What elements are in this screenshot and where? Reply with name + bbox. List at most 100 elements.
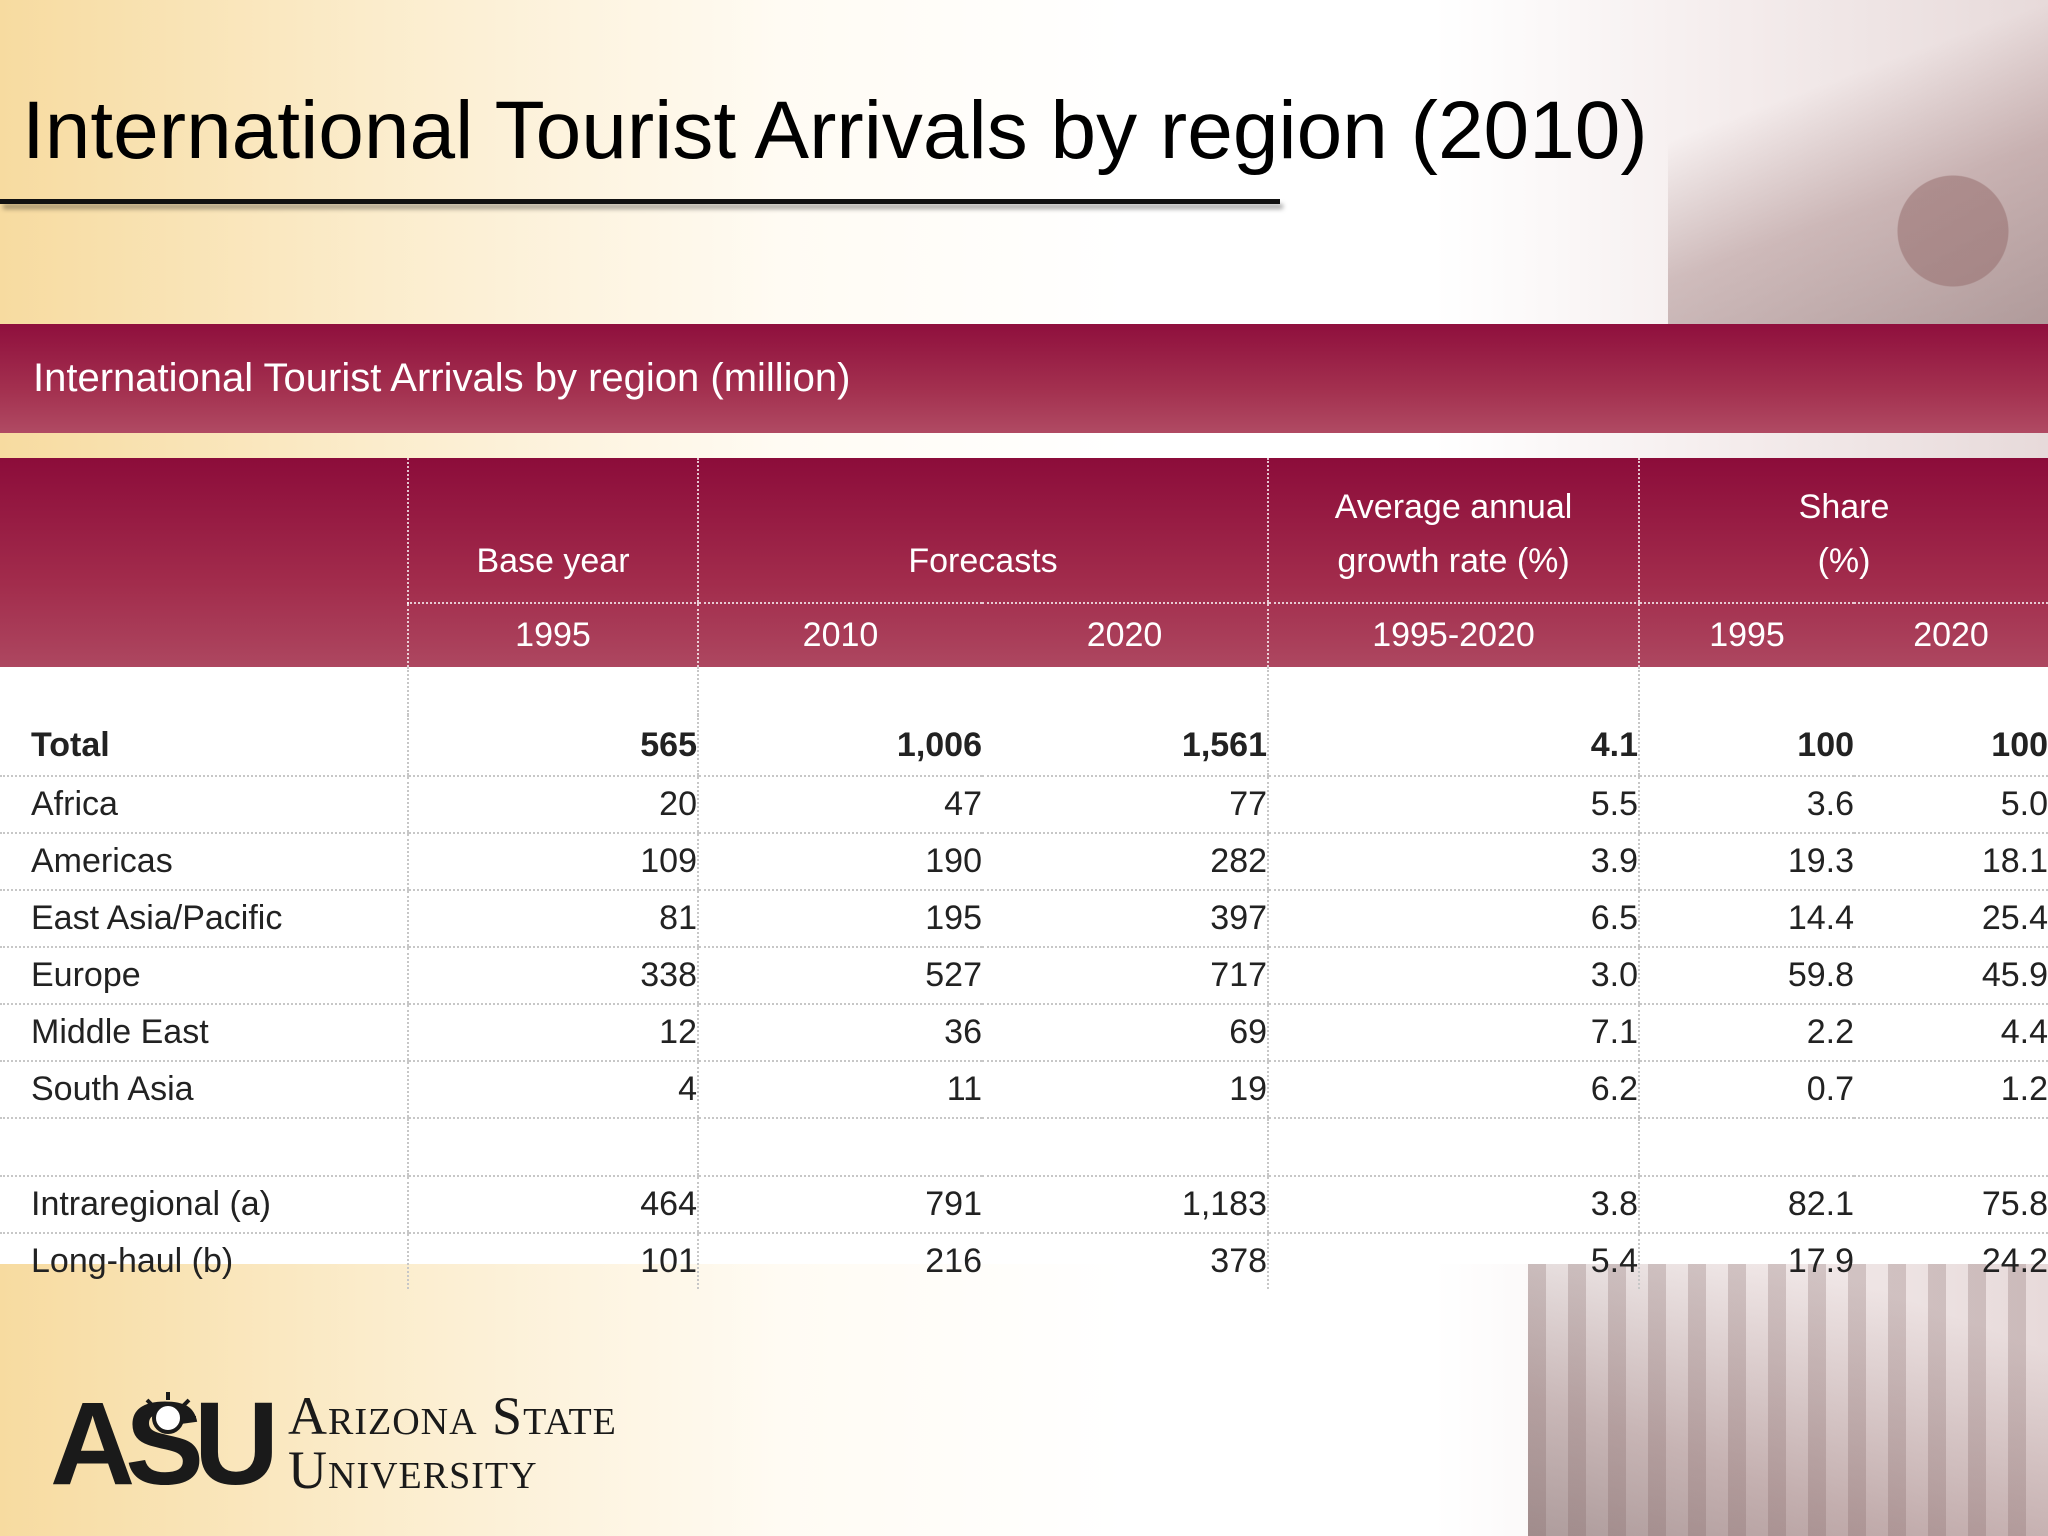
cell-2020: 378: [1210, 1242, 1268, 1280]
header-growth-line1: Average annual: [1334, 488, 1573, 526]
table-row: Europe 338 527 717 3.0 59.8 45.9: [0, 947, 2048, 1005]
cell-2020: 69: [982, 1004, 1269, 1062]
cell-growth: 5.4: [1267, 1233, 1640, 1289]
cell-share-1995: 17.9: [1638, 1233, 1855, 1289]
cell-share-2020: 24.2: [1981, 1242, 2048, 1280]
cell-share-1995: 2.2: [1638, 1004, 1855, 1062]
row-label: South Asia: [0, 1061, 408, 1119]
cell-2010: 791: [697, 1176, 982, 1234]
asu-logo: ASU Arizona State University: [50, 1388, 617, 1498]
header-growth-line2: growth rate (%): [1337, 542, 1570, 580]
cell-share-1995: 100: [1638, 715, 1855, 777]
header-share-line2: (%): [1817, 542, 1871, 580]
row-label: Total: [0, 715, 408, 777]
cell-2020: 717: [982, 947, 1269, 1005]
subheader-share-2020: 2020: [1913, 616, 1989, 654]
cell-share-2020: 45.9: [1854, 947, 2048, 1005]
asu-wordmark-line2: University: [288, 1440, 538, 1500]
table-header: Base year Forecasts Average annual growth…: [0, 458, 2048, 667]
table-row: Intraregional (a) 464 791 1,183 3.8 82.1…: [0, 1176, 2048, 1234]
cell-growth: 7.1: [1267, 1004, 1640, 1062]
cell-1995: 81: [407, 890, 698, 948]
cell-share-2020: 5.0: [1854, 776, 2048, 834]
cell-growth: 3.8: [1267, 1176, 1640, 1234]
subheader-2020: 2020: [1086, 616, 1163, 654]
header-corner-sub: [0, 603, 408, 667]
cell-share-2020: 1.2: [1854, 1061, 2048, 1119]
cell-growth: 6.2: [1267, 1061, 1640, 1119]
table-caption: International Tourist Arrivals by region…: [33, 356, 851, 400]
table-row: South Asia 4 11 19 6.2 0.7 1.2: [0, 1061, 2048, 1119]
table-row: Middle East 12 36 69 7.1 2.2 4.4: [0, 1004, 2048, 1062]
cell-2020: 19: [982, 1061, 1269, 1119]
cell-2010: 527: [697, 947, 982, 1005]
cell-growth: 5.5: [1267, 776, 1640, 834]
cell-2020: 1,183: [982, 1176, 1269, 1234]
row-label: Europe: [0, 947, 408, 1005]
row-label: Long-haul (b): [31, 1242, 234, 1280]
table-row: Africa 20 47 77 5.5 3.6 5.0: [0, 776, 2048, 834]
subheader-share-1995: 1995: [1638, 603, 1855, 667]
spacer-row: [0, 667, 2048, 715]
header-forecasts: Forecasts: [696, 458, 1269, 604]
cell-share-2020: 18.1: [1854, 833, 2048, 891]
asu-wordmark: Arizona State University: [288, 1389, 617, 1497]
row-label: Middle East: [0, 1004, 408, 1062]
cell-2020: 1,561: [982, 715, 1269, 777]
cell-1995: 20: [407, 776, 698, 834]
cell-growth: 6.5: [1267, 890, 1640, 948]
subheader-1995-2020: 1995-2020: [1267, 603, 1640, 667]
row-label: East Asia/Pacific: [0, 890, 408, 948]
asu-wordmark-line1: Arizona State: [288, 1386, 617, 1446]
cell-1995: 109: [407, 833, 698, 891]
cell-1995: 464: [407, 1176, 698, 1234]
cell-share-2020: 4.4: [1854, 1004, 2048, 1062]
asu-logo-mark: ASU: [50, 1388, 280, 1498]
cell-growth: 4.1: [1267, 715, 1640, 777]
arrivals-table-container: Base year Forecasts Average annual growth…: [0, 458, 2048, 1289]
building-photo-top: [1668, 0, 2048, 330]
cell-2010: 195: [697, 890, 982, 948]
table-row: East Asia/Pacific 81 195 397 6.5 14.4 25…: [0, 890, 2048, 948]
arrivals-table: Base year Forecasts Average annual growth…: [0, 458, 2048, 1289]
cell-1995: 565: [407, 715, 698, 777]
row-label: Intraregional (a): [0, 1176, 408, 1234]
cell-share-2020: 25.4: [1854, 890, 2048, 948]
cell-2020: 397: [982, 890, 1269, 948]
cell-1995: 338: [407, 947, 698, 1005]
cell-share-1995: 14.4: [1638, 890, 1855, 948]
cell-2020: 282: [982, 833, 1269, 891]
header-corner: [0, 458, 408, 603]
cell-share-1995: 3.6: [1638, 776, 1855, 834]
cell-share-2020: 75.8: [1854, 1176, 2048, 1234]
row-label: Africa: [0, 776, 408, 834]
header-share: Share (%): [1638, 458, 2048, 604]
table-row: Americas 109 190 282 3.9 19.3 18.1: [0, 833, 2048, 891]
cell-2020: 77: [982, 776, 1269, 834]
table-row: Long-haul (b) 101 216 378 5.4 17.9 24.2: [0, 1233, 2048, 1289]
subheader-1995: 1995: [407, 603, 698, 667]
cell-share-1995: 19.3: [1638, 833, 1855, 891]
header-base-year: Base year: [407, 458, 698, 604]
cell-2010: 190: [697, 833, 982, 891]
cell-share-1995: 0.7: [1638, 1061, 1855, 1119]
cell-2010: 216: [697, 1233, 982, 1289]
cell-2010: 11: [697, 1061, 982, 1119]
slide-title: International Tourist Arrivals by region…: [22, 85, 1648, 176]
cell-1995: 101: [407, 1233, 698, 1289]
spacer-row: [0, 1118, 2048, 1177]
title-underline: [0, 199, 1280, 204]
cell-share-1995: 82.1: [1638, 1176, 1855, 1234]
cell-2010: 1,006: [697, 715, 982, 777]
header-growth: Average annual growth rate (%): [1267, 458, 1640, 604]
cell-1995: 4: [407, 1061, 698, 1119]
header-share-line1: Share: [1798, 488, 1890, 526]
cell-share-1995: 59.8: [1638, 947, 1855, 1005]
cell-growth: 3.9: [1267, 833, 1640, 891]
cell-1995: 12: [407, 1004, 698, 1062]
cell-2010: 47: [697, 776, 982, 834]
table-row-total: Total 565 1,006 1,561 4.1 100 100: [0, 715, 2048, 777]
sunburst-icon: [140, 1392, 196, 1434]
building-photo-bottom: [1528, 1256, 2048, 1536]
cell-share-2020: 100: [1854, 715, 2048, 777]
